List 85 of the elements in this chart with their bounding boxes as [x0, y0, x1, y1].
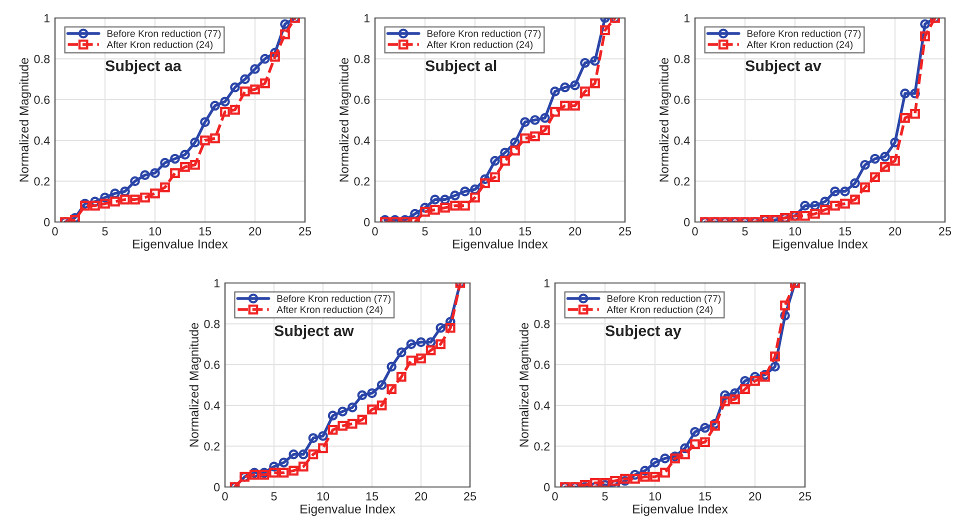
x-tick-label: 15	[366, 492, 378, 501]
y-tick-label: 0.2	[354, 177, 370, 186]
x-tick-label: 20	[415, 492, 428, 501]
x-tick-label: 5	[102, 227, 108, 236]
x-tick-label: 0	[222, 492, 228, 501]
x-tick-label: 15	[199, 227, 212, 236]
x-axis-title: Eigenvalue Index	[300, 504, 396, 516]
text: Subject ay	[605, 324, 682, 340]
legend-label: Before Kron reduction (77)	[747, 30, 861, 39]
legend-label: After Kron reduction (24)	[426, 40, 533, 50]
x-tick-label: 5	[742, 227, 748, 236]
y-tick-label: 0.2	[204, 442, 220, 451]
x-tick-label: 25	[299, 227, 312, 236]
y-axis-title: Normalized Magnitude	[189, 323, 201, 446]
text: Subject al	[425, 60, 496, 74]
y-tick-label: 0.8	[534, 320, 550, 328]
y-tick-label: 0.6	[534, 360, 550, 369]
y-tick-label: 0.8	[354, 54, 370, 64]
y-tick-label: 0.6	[674, 96, 690, 104]
y-tick-label: 0.4	[674, 136, 690, 145]
legend-label: Before Kron reduction (77)	[277, 294, 391, 304]
x-tick-label: 0	[692, 227, 698, 236]
y-tick-label: 0.6	[34, 96, 50, 104]
legend-label: Before Kron reduction (77)	[607, 294, 721, 304]
x-tick-label: 10	[149, 227, 162, 236]
y-tick-label: 0.4	[34, 136, 50, 145]
x-tick-label: 15	[699, 492, 712, 501]
x-tick-label: 20	[749, 492, 762, 501]
legend-label: After Kron reduction (24)	[746, 40, 853, 50]
x-tick-label: 5	[602, 492, 608, 501]
x-tick-label: 10	[469, 227, 482, 236]
y-axis-title: Normalized Magnitude	[339, 58, 351, 182]
y-axis-title: Normalized Magnitude	[519, 323, 531, 446]
x-tick-label: 25	[939, 227, 952, 236]
y-tick-label: 1	[364, 14, 370, 22]
x-axis-title: Eigenvalue Index	[633, 504, 728, 516]
y-tick-label: 0	[544, 483, 550, 492]
text: Subject av	[745, 60, 822, 74]
y-tick-label: 0.8	[34, 54, 50, 64]
y-tick-label: 1	[214, 279, 220, 288]
x-tick-label: 25	[464, 492, 476, 501]
y-tick-label: 0.2	[34, 177, 50, 186]
y-tick-label: 0	[214, 483, 220, 492]
y-axis-title: Normalized Magnitude	[19, 58, 31, 182]
x-tick-label: 0	[552, 492, 558, 501]
legend-label: Before Kron reduction (77)	[427, 30, 541, 39]
x-axis-title: Eigenvalue Index	[133, 239, 228, 251]
x-tick-label: 20	[249, 227, 262, 236]
y-tick-label: 0.4	[204, 401, 220, 410]
x-tick-label: 5	[422, 227, 428, 236]
legend-label: Before Kron reduction (77)	[107, 30, 221, 39]
y-tick-label: 0.4	[354, 136, 370, 145]
y-tick-label: 0	[44, 218, 50, 226]
x-tick-label: 5	[271, 492, 277, 501]
legend-label: After Kron reduction (24)	[606, 306, 713, 315]
y-tick-label: 0.4	[534, 401, 550, 410]
x-tick-label: 0	[52, 227, 58, 236]
y-tick-label: 0.6	[354, 96, 370, 104]
x-tick-label: 15	[519, 227, 532, 236]
x-tick-label: 10	[789, 227, 802, 236]
x-tick-label: 20	[889, 227, 902, 236]
legend-label: After Kron reduction (24)	[276, 306, 382, 315]
y-tick-label: 1	[544, 279, 550, 288]
x-tick-label: 25	[619, 227, 632, 236]
text: Subject aa	[105, 60, 182, 74]
y-tick-label: 0.2	[674, 177, 690, 186]
x-tick-label: 10	[317, 492, 330, 501]
y-tick-label: 1	[684, 14, 690, 22]
legend-label: After Kron reduction (24)	[106, 40, 213, 50]
y-tick-label: 0	[364, 218, 370, 226]
y-tick-label: 0.8	[204, 320, 220, 328]
y-tick-label: 0.8	[674, 54, 690, 64]
x-tick-label: 0	[372, 227, 378, 236]
x-tick-label: 20	[569, 227, 582, 236]
x-tick-label: 25	[799, 492, 812, 501]
y-tick-label: 1	[44, 14, 50, 22]
y-tick-label: 0	[684, 218, 690, 226]
x-axis-title: Eigenvalue Index	[773, 239, 868, 251]
y-tick-label: 0.2	[534, 442, 550, 451]
y-axis-title: Normalized Magnitude	[659, 58, 671, 182]
y-tick-label: 0.6	[204, 360, 220, 369]
x-tick-label: 10	[649, 492, 662, 501]
x-tick-label: 15	[839, 227, 852, 236]
text: Subject aw	[274, 324, 354, 340]
x-axis-title: Eigenvalue Index	[453, 239, 548, 251]
